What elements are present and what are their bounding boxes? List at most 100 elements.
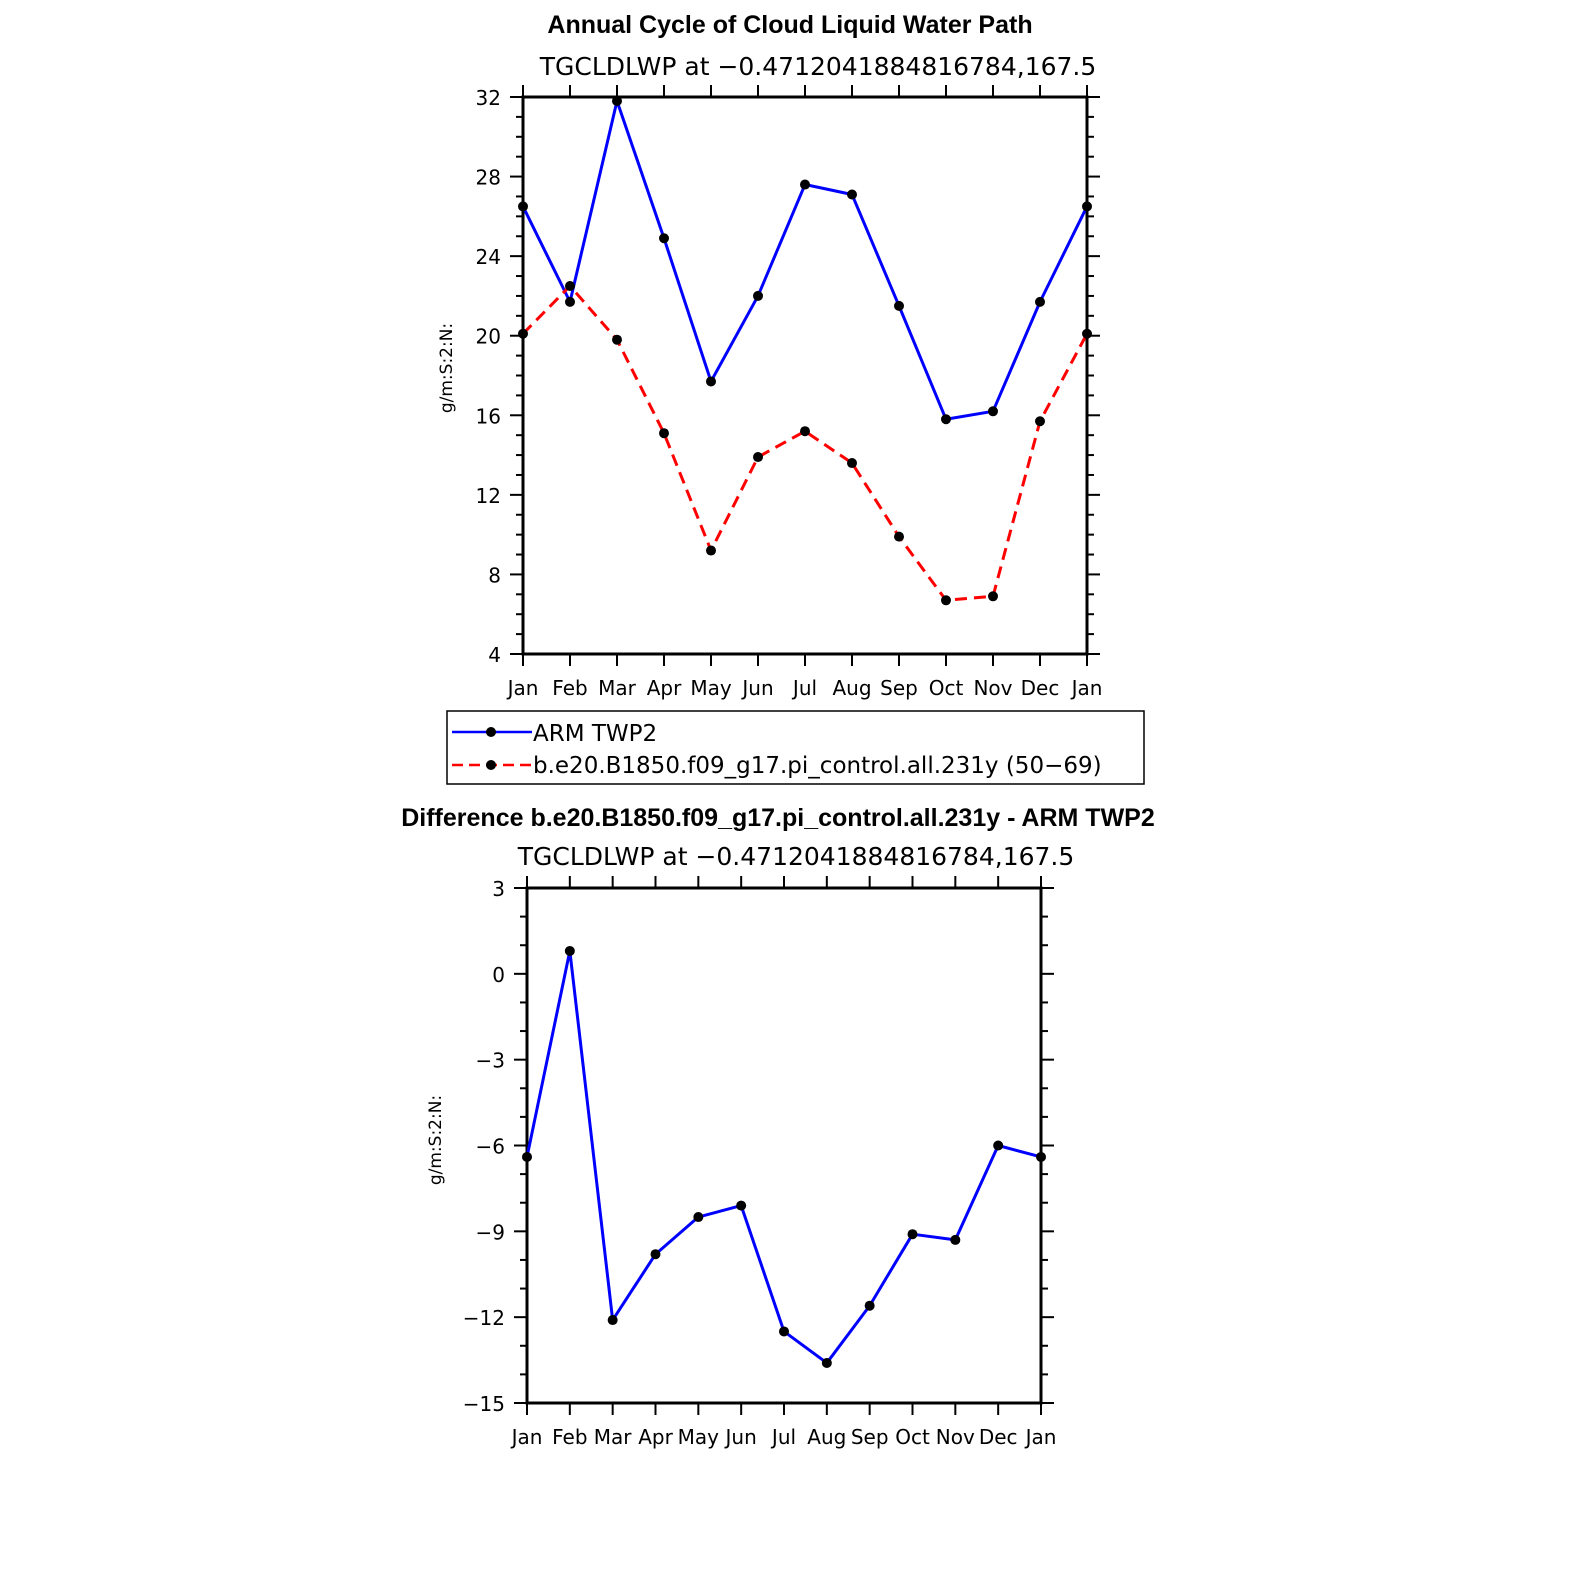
- x-tick-label: Jul: [770, 1425, 796, 1449]
- x-tick-label: Jan: [506, 676, 539, 700]
- x-tick-label: Nov: [973, 676, 1012, 700]
- y-tick-label: 28: [476, 166, 501, 190]
- data-point: [1082, 328, 1092, 339]
- series-line-0: [525, 949, 1042, 1365]
- data-point: [993, 1140, 1004, 1151]
- data-point: [779, 1326, 789, 1337]
- data-point: [564, 945, 575, 956]
- data-point: [988, 406, 998, 417]
- data-point: [1082, 201, 1092, 212]
- x-tick-label: Jan: [1070, 676, 1103, 700]
- x-tick-label: Jun: [724, 1425, 757, 1449]
- x-tick-label: Dec: [979, 1425, 1018, 1449]
- series-line-1: [521, 284, 1089, 602]
- chart-title: Difference b.e20.B1850.f09_g17.pi_contro…: [401, 804, 1155, 832]
- legend-box: [446, 710, 1145, 785]
- plot-area: −15 −12 −9 −6 −3 0 3 Jan Feb Mar Apr May Jun Jul Aug Se…: [463, 876, 1057, 1449]
- x-tick-label: Feb: [552, 676, 587, 700]
- legend-marker-arm-twp2: [486, 727, 496, 737]
- data-point: [565, 280, 575, 291]
- x-tick-label: Jan: [510, 1425, 543, 1449]
- data-point: [941, 414, 951, 425]
- x-tick-label: Feb: [552, 1425, 587, 1449]
- data-point: [612, 95, 622, 106]
- x-tick-label: Jan: [1024, 1425, 1057, 1449]
- y-axis-label: g/m:S:2:N:: [426, 1095, 446, 1185]
- y-axis-label: g/m:S:2:N:: [437, 323, 457, 413]
- x-tick-label: Aug: [807, 1425, 846, 1449]
- difference-chart: Difference b.e20.B1850.f09_g17.pi_contro…: [401, 804, 1155, 1449]
- x-tick-label: Dec: [1021, 676, 1060, 700]
- data-point: [864, 1300, 875, 1311]
- data-point: [894, 531, 904, 542]
- data-point: [612, 334, 622, 345]
- data-point: [894, 300, 904, 311]
- data-point: [659, 428, 669, 439]
- x-tick-label: Apr: [647, 676, 682, 700]
- legend: ARM TWP2 b.e20.B1850.f09_g17.pi_control.…: [446, 710, 1145, 785]
- x-tick-label: Mar: [594, 1425, 633, 1449]
- data-point: [565, 296, 575, 307]
- data-point: [821, 1357, 832, 1368]
- y-tick-label: 20: [476, 325, 501, 349]
- data-point: [800, 179, 810, 190]
- x-tick-label: Oct: [895, 1425, 930, 1449]
- legend-label-model: b.e20.B1850.f09_g17.pi_control.all.231y …: [533, 753, 1102, 779]
- series-line-0: [521, 99, 1089, 421]
- data-point: [650, 1249, 661, 1260]
- data-point: [988, 591, 998, 602]
- y-tick-label: 32: [476, 86, 501, 110]
- data-point: [800, 426, 810, 437]
- x-tick-label: Mar: [598, 676, 637, 700]
- legend-label-arm-twp2: ARM TWP2: [533, 721, 657, 747]
- y-tick-label: −15: [463, 1392, 505, 1416]
- y-tick-label: −12: [463, 1306, 505, 1330]
- plot-area: 4 8 12 16 20 24 28 32 Jan Feb Mar Apr May Jun Jul Aug Se…: [476, 85, 1103, 700]
- data-point: [847, 458, 857, 469]
- x-tick-label: Sep: [851, 1425, 889, 1449]
- x-tick-label: May: [690, 676, 732, 700]
- x-tick-label: Aug: [832, 676, 871, 700]
- y-tick-label: 12: [476, 484, 501, 508]
- x-tick-label: Nov: [936, 1425, 975, 1449]
- data-point: [753, 290, 763, 301]
- data-point: [941, 595, 951, 606]
- data-point: [706, 376, 716, 387]
- x-tick-label: Sep: [880, 676, 918, 700]
- data-point: [522, 1151, 532, 1162]
- data-point: [693, 1212, 704, 1223]
- plot-frame: [525, 886, 1043, 1405]
- legend-marker-model: [486, 760, 496, 770]
- data-point: [518, 328, 528, 339]
- y-tick-label: −6: [476, 1135, 505, 1159]
- y-tick-label: 4: [488, 643, 501, 667]
- x-tick-label: Jul: [791, 676, 817, 700]
- data-point: [1036, 1151, 1046, 1162]
- data-point: [659, 233, 669, 244]
- chart-title: Annual Cycle of Cloud Liquid Water Path: [547, 11, 1032, 39]
- x-tick-label: May: [678, 1425, 720, 1449]
- x-tick-label: Jun: [740, 676, 773, 700]
- data-point: [706, 545, 716, 556]
- data-point: [847, 189, 857, 200]
- data-point: [736, 1200, 747, 1211]
- y-tick-label: −3: [476, 1049, 505, 1073]
- data-point: [907, 1229, 918, 1240]
- chart-subtitle: TGCLDLWP at −0.4712041884816784,167.5: [539, 52, 1097, 81]
- y-tick-label: 0: [492, 963, 505, 987]
- y-tick-label: 3: [492, 877, 505, 901]
- y-tick-label: 8: [488, 563, 501, 587]
- x-tick-label: Apr: [638, 1425, 673, 1449]
- data-point: [1035, 416, 1045, 427]
- x-tick-label: Oct: [929, 676, 964, 700]
- data-point: [607, 1315, 618, 1326]
- data-point: [753, 452, 763, 463]
- chart-subtitle: TGCLDLWP at −0.4712041884816784,167.5: [517, 842, 1075, 871]
- y-tick-label: −9: [476, 1220, 505, 1244]
- y-tick-label: 16: [476, 404, 501, 428]
- data-point: [518, 201, 528, 212]
- y-tick-label: 24: [476, 245, 501, 269]
- data-point: [950, 1234, 961, 1245]
- annual-cycle-chart: Annual Cycle of Cloud Liquid Water Path …: [437, 11, 1102, 700]
